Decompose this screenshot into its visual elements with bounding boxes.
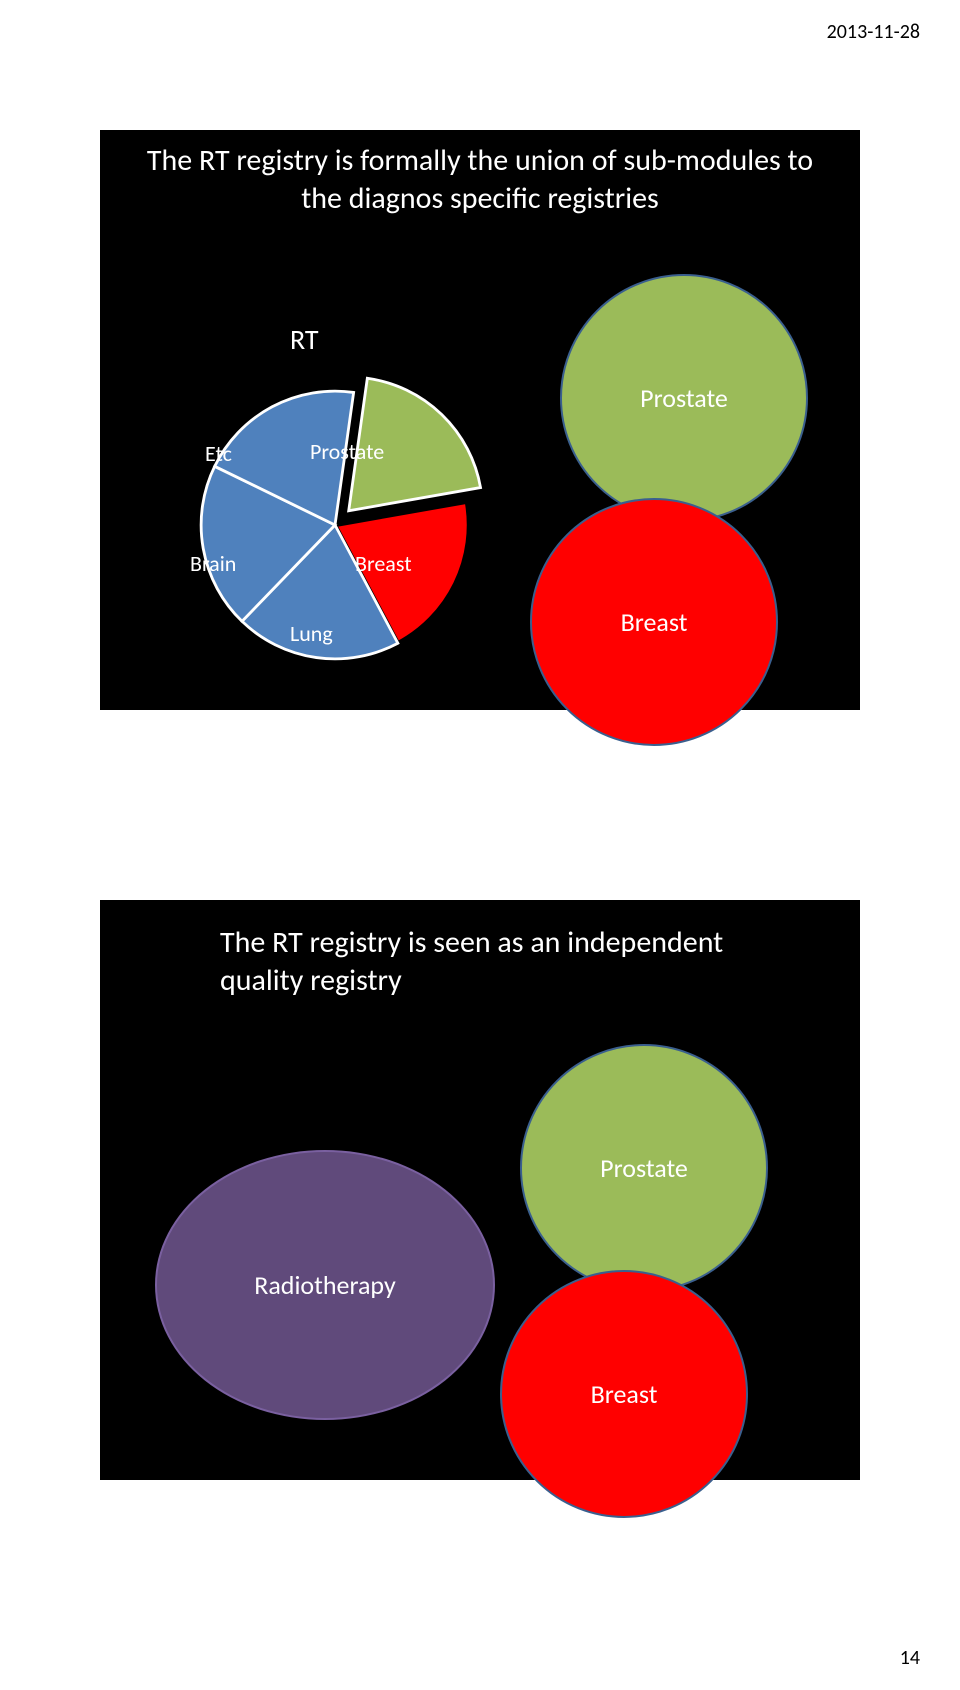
circle-breast-2: Breast: [500, 1270, 748, 1518]
circle-breast: Breast: [530, 498, 778, 746]
pie-label-brain: Brain: [190, 550, 236, 577]
slide-2: The RT registry is seen as an independen…: [100, 900, 860, 1480]
page-number: 14: [900, 1646, 920, 1670]
pie-label-breast: Breast: [355, 550, 412, 577]
circle-radiotherapy: Radiotherapy: [155, 1150, 495, 1420]
pie-label-etc: Etc: [205, 440, 232, 467]
page-date: 2013-11-28: [827, 20, 920, 44]
slide-1: The RT registry is formally the union of…: [100, 130, 860, 710]
rt-label: RT: [290, 322, 319, 357]
pie-label-prostate: Prostate: [310, 438, 384, 465]
pie-label-lung: Lung: [290, 620, 333, 647]
pie-chart: [180, 370, 490, 680]
slide2-title: The RT registry is seen as an independen…: [100, 900, 860, 1007]
slide1-title: The RT registry is formally the union of…: [100, 130, 860, 227]
circle-prostate: Prostate: [560, 274, 808, 522]
circle-prostate-2: Prostate: [520, 1044, 768, 1292]
